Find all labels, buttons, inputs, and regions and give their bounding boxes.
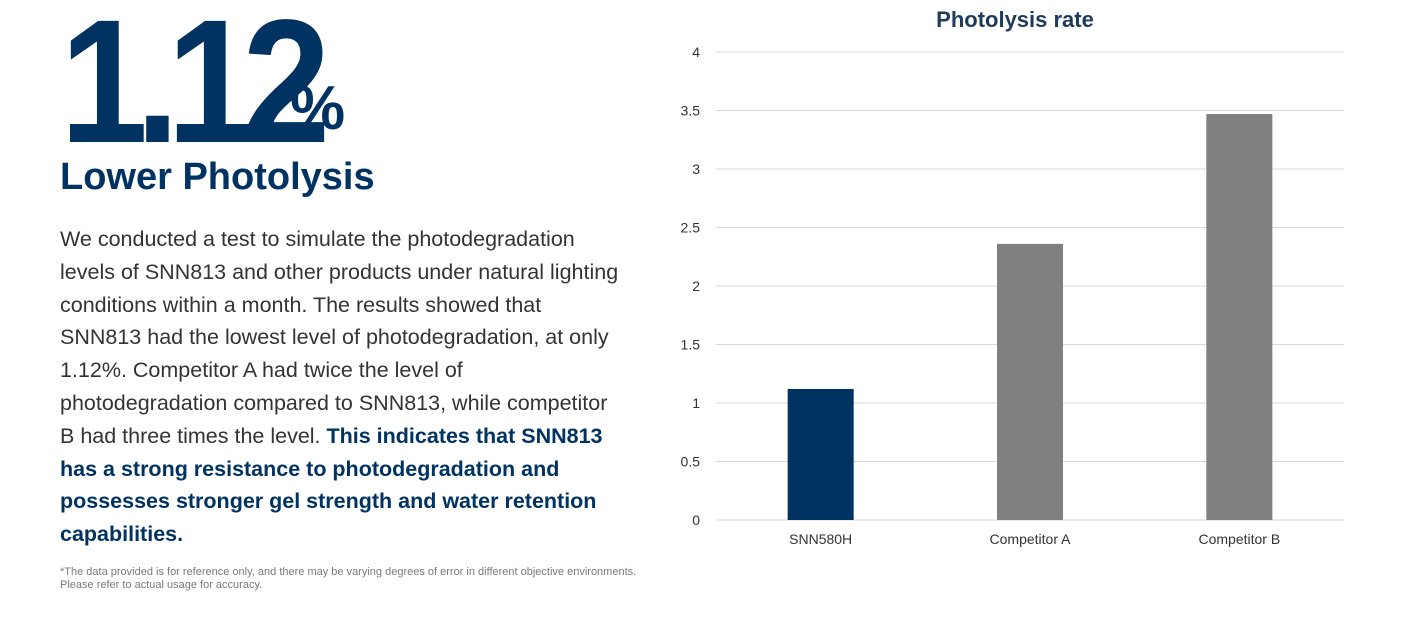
hero-number: 1.12 <box>60 0 330 180</box>
y-tick-label: 4 <box>692 44 700 60</box>
chart-svg: Photolysis rate 0 0.5 1 1.5 2 2.5 3 3.5 4 SNN580H… <box>681 7 1344 547</box>
y-tick-label: 0 <box>692 512 700 528</box>
y-tick-label: 2 <box>692 278 700 294</box>
bar-competitor-b <box>1206 114 1273 520</box>
chart-title: Photolysis rate <box>936 7 1094 32</box>
description-highlight: This indicates that SNN813 has a strong … <box>60 423 603 547</box>
y-tick-label: 3 <box>692 161 700 177</box>
bar-snn580h <box>787 388 854 520</box>
description-text: We conducted a test to simulate the phot… <box>60 223 620 551</box>
footnote: *The data provided is for reference only… <box>60 566 637 591</box>
info-panel: 1.12 % Lower Photolysis We conducted a t… <box>60 0 640 591</box>
x-category-label: SNN580H <box>789 531 852 547</box>
y-tick-label: 0.5 <box>681 454 701 470</box>
hero-subtitle: Lower Photolysis <box>60 156 375 198</box>
y-tick-label: 2.5 <box>681 220 701 236</box>
photolysis-chart: Photolysis rate 0 0.5 1 1.5 2 2.5 3 3.5 4 SNN580H… <box>660 0 1360 560</box>
x-category-label: Competitor B <box>1198 531 1280 547</box>
hero-unit: % <box>290 74 346 143</box>
y-tick-label: 1.5 <box>681 337 701 353</box>
description-plain: We conducted a test to simulate the phot… <box>60 227 619 448</box>
x-category-label: Competitor A <box>990 531 1072 547</box>
hero-stat: 1.12 % <box>60 0 640 170</box>
y-tick-label: 3.5 <box>681 103 701 119</box>
y-tick-label: 1 <box>692 395 700 411</box>
bar-competitor-a <box>997 243 1063 520</box>
